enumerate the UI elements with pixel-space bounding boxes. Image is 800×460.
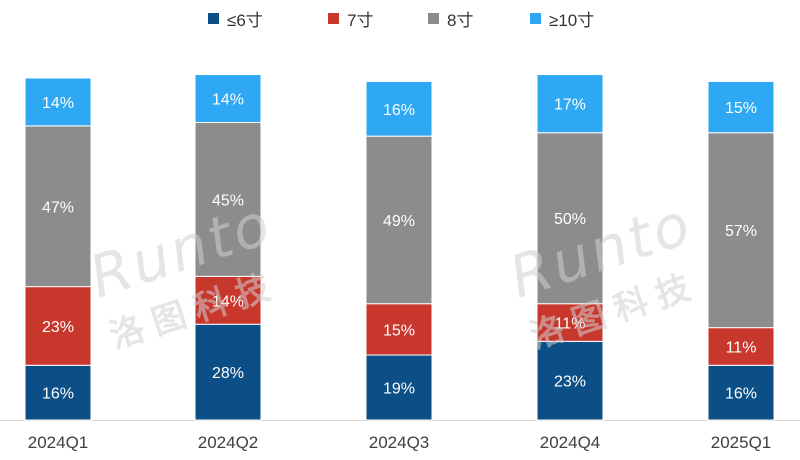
bar-segment	[707, 132, 775, 329]
data-label: 28%	[212, 365, 244, 382]
data-label: 11%	[726, 339, 757, 356]
legend-swatch-7	[328, 13, 339, 24]
bar-segment	[536, 340, 604, 421]
data-label: 57%	[725, 223, 757, 240]
data-label: 14%	[42, 95, 74, 112]
bar-segment	[24, 286, 92, 366]
x-tick-label: 2024Q4	[540, 433, 601, 452]
data-label: 47%	[42, 199, 74, 216]
data-label: 14%	[212, 293, 244, 310]
data-label: 50%	[554, 211, 586, 228]
bar-segment	[365, 80, 433, 137]
data-label: 16%	[42, 386, 74, 403]
bar-segment	[24, 125, 92, 288]
legend-label-8: 8寸	[447, 11, 474, 30]
bar-segment	[536, 74, 604, 134]
data-label: 17%	[554, 97, 586, 114]
legend-swatch-8	[428, 13, 439, 24]
data-label: 11%	[555, 316, 586, 333]
data-label: 19%	[383, 381, 415, 398]
bar-segment	[194, 275, 262, 325]
x-tick-label: 2024Q3	[369, 433, 430, 452]
legend-swatch-le6	[208, 13, 219, 24]
data-label: 23%	[554, 374, 586, 391]
legend-label-ge10: ≥10寸	[549, 11, 595, 30]
bar-segment	[365, 303, 433, 356]
bar-segment	[707, 364, 775, 421]
bar-segment	[536, 132, 604, 305]
bar-segment	[194, 74, 262, 123]
legend-item-le6: ≤6寸	[208, 6, 263, 31]
x-tick-label: 2024Q2	[198, 433, 259, 452]
legend-label-le6: ≤6寸	[227, 11, 263, 30]
data-label: 15%	[383, 322, 415, 339]
data-label: 16%	[725, 386, 757, 403]
data-label: 45%	[212, 192, 244, 209]
data-label: 15%	[725, 100, 757, 117]
bar-segment	[24, 77, 92, 127]
legend-swatch-ge10	[530, 13, 541, 24]
bar-segment	[365, 354, 433, 421]
legend-item-ge10: ≥10寸	[530, 6, 594, 31]
legend-item-7: 7寸	[328, 6, 373, 31]
data-label: 16%	[383, 102, 415, 119]
legend: ≤6寸 7寸 8寸 ≥10寸	[0, 6, 800, 31]
legend-item-8: 8寸	[428, 6, 473, 31]
bar-segment	[536, 303, 604, 342]
x-tick-label: 2025Q1	[711, 433, 772, 452]
data-label: 49%	[383, 213, 415, 230]
bar-segment	[707, 327, 775, 366]
bar-segment	[707, 80, 775, 134]
data-label: 23%	[42, 319, 74, 336]
bar-segment	[194, 323, 262, 421]
x-tick-label: 2024Q1	[28, 433, 89, 452]
bar-segment	[24, 364, 92, 421]
legend-label-7: 7寸	[347, 11, 374, 30]
data-label: 14%	[212, 92, 244, 109]
